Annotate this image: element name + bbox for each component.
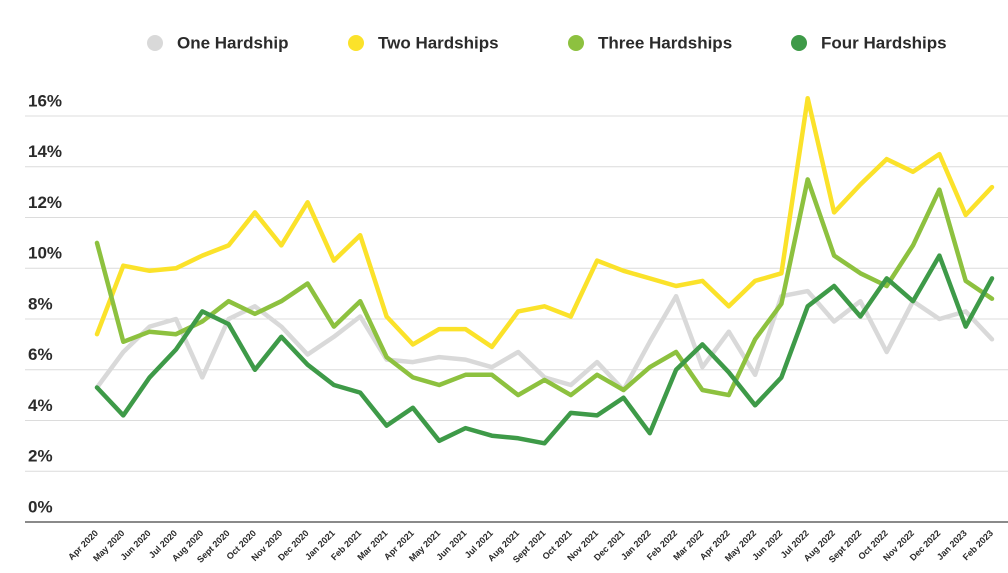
legend-marker xyxy=(348,35,364,51)
legend-marker xyxy=(568,35,584,51)
legend-label: Two Hardships xyxy=(378,33,499,52)
y-tick-label: 4% xyxy=(28,396,53,415)
legend-marker xyxy=(791,35,807,51)
series-line xyxy=(94,253,995,446)
y-tick-label: 8% xyxy=(28,294,53,313)
legend-label: Four Hardships xyxy=(821,33,947,52)
legend-marker xyxy=(147,35,163,51)
series-line xyxy=(94,95,995,350)
series-line xyxy=(94,177,995,398)
legend-label: One Hardship xyxy=(177,33,288,52)
y-tick-label: 10% xyxy=(28,244,62,263)
y-tick-label: 0% xyxy=(28,497,53,516)
y-tick-label: 6% xyxy=(28,345,53,364)
legend-label: Three Hardships xyxy=(598,33,732,52)
y-tick-label: 14% xyxy=(28,142,62,161)
y-tick-label: 16% xyxy=(28,91,62,110)
y-tick-label: 2% xyxy=(28,447,53,466)
y-tick-label: 12% xyxy=(28,193,62,212)
